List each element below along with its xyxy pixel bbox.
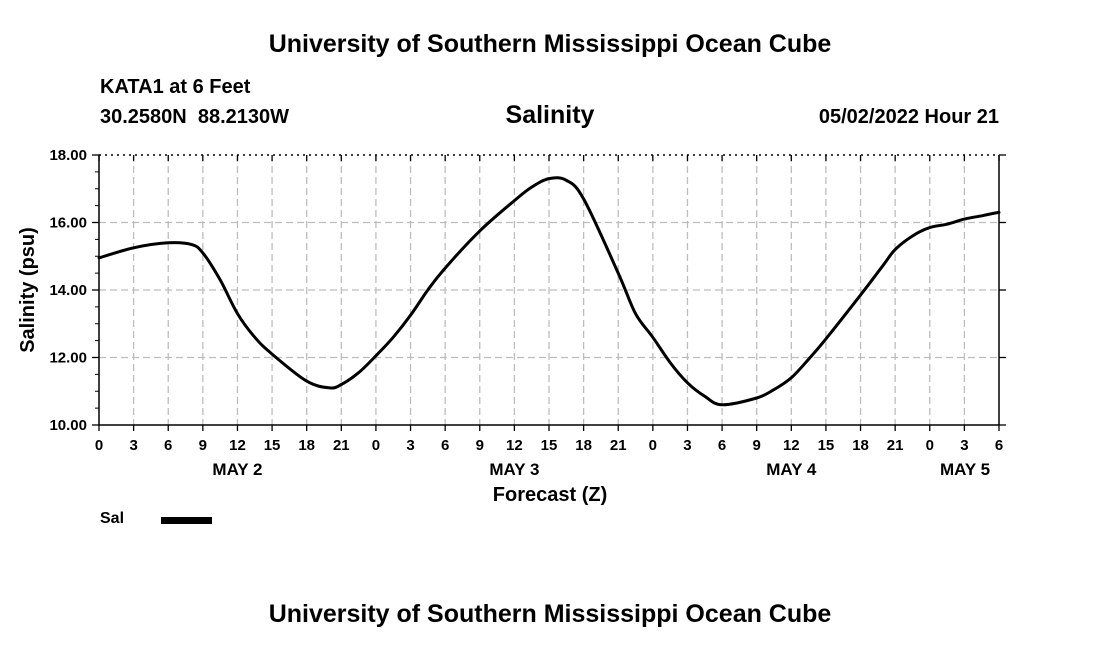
x-tick-label-11: 9	[476, 437, 484, 454]
x-tick-label-15: 21	[610, 437, 627, 454]
x-tick-label-9: 3	[406, 437, 414, 454]
x-tick-label-7: 21	[333, 437, 350, 454]
y-tick-label-2: 14.00	[49, 282, 87, 299]
x-axis-label: Forecast (Z)	[493, 484, 607, 506]
x-tick-label-25: 3	[960, 437, 968, 454]
forecast-time: 05/02/2022 Hour 21	[818, 106, 999, 128]
x-tick-label-5: 15	[264, 437, 281, 454]
x-tick-label-10: 6	[441, 437, 449, 454]
x-tick-label-24: 0	[926, 437, 934, 454]
x-tick-label-16: 0	[649, 437, 657, 454]
series-line-sal	[97, 176, 1001, 407]
footer-title: University of Southern Mississippi Ocean…	[268, 600, 832, 628]
y-tick-label-1: 12.00	[49, 350, 87, 367]
x-tick-label-14: 18	[575, 437, 592, 454]
legend-label-sal: Sal	[100, 510, 125, 527]
y-tick-label-3: 16.00	[49, 215, 87, 232]
y-tick-label-4: 18.00	[49, 147, 87, 164]
date-label-1: MAY 3	[489, 460, 539, 479]
station-name: KATA1 at 6 Feet	[100, 76, 251, 98]
x-tick-label-19: 9	[753, 437, 761, 454]
x-tick-label-4: 12	[229, 437, 246, 454]
x-tick-label-23: 21	[887, 437, 904, 454]
y-axis-label: Salinity (psu)	[17, 227, 39, 353]
x-tick-label-1: 3	[129, 437, 137, 454]
x-tick-label-17: 3	[683, 437, 691, 454]
x-tick-label-0: 0	[95, 437, 103, 454]
legend-swatch-sal	[161, 517, 212, 524]
x-tick-label-6: 18	[298, 437, 315, 454]
x-tick-label-13: 15	[541, 437, 558, 454]
x-tick-label-2: 6	[164, 437, 172, 454]
chart-title: Salinity	[505, 101, 595, 129]
page-title: University of Southern Mississippi Ocean…	[268, 30, 832, 58]
date-label-3: MAY 5	[940, 460, 990, 479]
x-tick-label-26: 6	[995, 437, 1003, 454]
date-label-0: MAY 2	[212, 460, 262, 479]
station-coordinates: 30.2580N 88.2130W	[100, 106, 290, 128]
x-tick-label-3: 9	[199, 437, 207, 454]
x-tick-label-21: 15	[818, 437, 835, 454]
x-tick-label-22: 18	[852, 437, 869, 454]
x-tick-label-18: 6	[718, 437, 726, 454]
x-tick-label-8: 0	[372, 437, 380, 454]
y-tick-label-0: 10.00	[49, 417, 87, 434]
x-tick-label-12: 12	[506, 437, 523, 454]
date-label-2: MAY 4	[766, 460, 817, 479]
x-tick-label-20: 12	[783, 437, 800, 454]
